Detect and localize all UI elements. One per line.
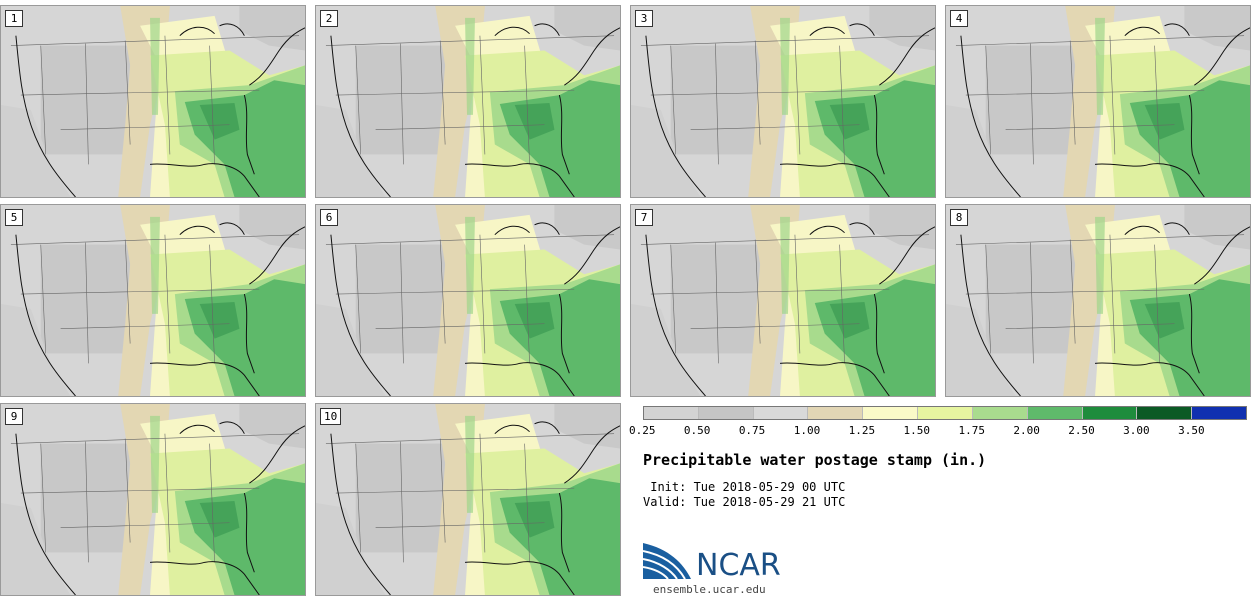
color-scale-tick-label: 0.25 xyxy=(629,424,656,437)
color-scale-tick-label: 1.50 xyxy=(903,424,931,437)
member-number-label: 9 xyxy=(5,408,23,425)
precipitable-water-map xyxy=(946,205,1250,396)
member-number-label: 5 xyxy=(5,209,23,226)
color-scale-tick-label: 1.00 xyxy=(793,424,821,437)
member-number-label: 10 xyxy=(320,408,342,425)
map-panel[interactable]: 5 xyxy=(0,204,306,397)
member-number-label: 8 xyxy=(950,209,968,226)
color-scale-segment xyxy=(863,407,919,419)
map-panel[interactable]: 4 xyxy=(945,5,1251,198)
precipitable-water-map xyxy=(1,205,305,396)
color-scale-segment xyxy=(918,407,973,419)
color-scale-ticks: 0.25 0.50 0.75 1.00 1.25 1.50 1.75 2.00 2.50 3.00… xyxy=(629,424,1260,438)
init-time: Init: Tue 2018-05-29 00 UTC xyxy=(643,480,846,494)
color-scale-segment xyxy=(698,407,754,419)
member-number-label: 2 xyxy=(320,10,338,27)
map-panel[interactable]: 8 xyxy=(945,204,1251,397)
precipitable-water-map xyxy=(316,205,620,396)
color-scale-segment xyxy=(808,407,864,419)
map-panel[interactable]: 7 xyxy=(630,204,936,397)
ncar-logo-text: NCAR xyxy=(696,548,781,583)
member-number-label: 1 xyxy=(5,10,23,27)
color-scale-segment xyxy=(1027,407,1083,419)
precipitable-water-map xyxy=(316,404,620,595)
ncar-url[interactable]: ensemble.ucar.edu xyxy=(653,583,766,596)
ncar-swoosh-icon xyxy=(642,543,691,580)
member-number-label: 4 xyxy=(950,10,968,27)
precipitable-water-map xyxy=(631,6,935,197)
color-scale-tick-label: 3.50 xyxy=(1178,424,1205,437)
color-scale-tick-label: 3.00 xyxy=(1123,424,1150,437)
precipitable-water-map xyxy=(1,6,305,197)
chart-title: Precipitable water postage stamp (in.) xyxy=(643,451,987,469)
member-number-label: 6 xyxy=(320,209,338,226)
color-scale-tick-label: 2.00 xyxy=(1013,424,1040,437)
map-panel[interactable]: 9 xyxy=(0,403,306,596)
member-number-label: 3 xyxy=(635,10,653,27)
map-panel[interactable]: 10 xyxy=(315,403,621,596)
precipitable-water-map xyxy=(316,6,620,197)
color-scale-tick-label: 1.25 xyxy=(848,424,876,437)
map-panel[interactable]: 6 xyxy=(315,204,621,397)
color-scale-bar xyxy=(643,406,1247,420)
precipitable-water-map xyxy=(1,404,305,595)
color-scale-tick-label: 1.75 xyxy=(958,424,985,437)
precipitable-water-map xyxy=(631,205,935,396)
color-scale-tick-label: 2.50 xyxy=(1068,424,1095,437)
color-scale-segment xyxy=(972,407,1028,419)
color-scale-tick-label: 0.75 xyxy=(738,424,766,437)
color-scale-tick-label: 0.50 xyxy=(683,424,711,437)
precipitable-water-map xyxy=(946,6,1250,197)
color-scale-segment xyxy=(1082,407,1138,419)
color-scale-segment xyxy=(753,407,809,419)
ncar-logo[interactable]: NCAR ensemble.ucar.edu xyxy=(642,541,803,596)
valid-time: Valid: Tue 2018-05-29 21 UTC xyxy=(643,495,846,509)
map-panel[interactable]: 3 xyxy=(630,5,936,198)
color-scale-segment xyxy=(1192,407,1246,419)
color-scale-segment xyxy=(644,407,699,419)
color-scale-segment xyxy=(1137,407,1193,419)
time-info: Init: Tue 2018-05-29 00 UTC Valid: Tue 2… xyxy=(643,480,845,510)
map-panel[interactable]: 2 xyxy=(315,5,621,198)
member-number-label: 7 xyxy=(635,209,653,226)
map-panel[interactable]: 1 xyxy=(0,5,306,198)
